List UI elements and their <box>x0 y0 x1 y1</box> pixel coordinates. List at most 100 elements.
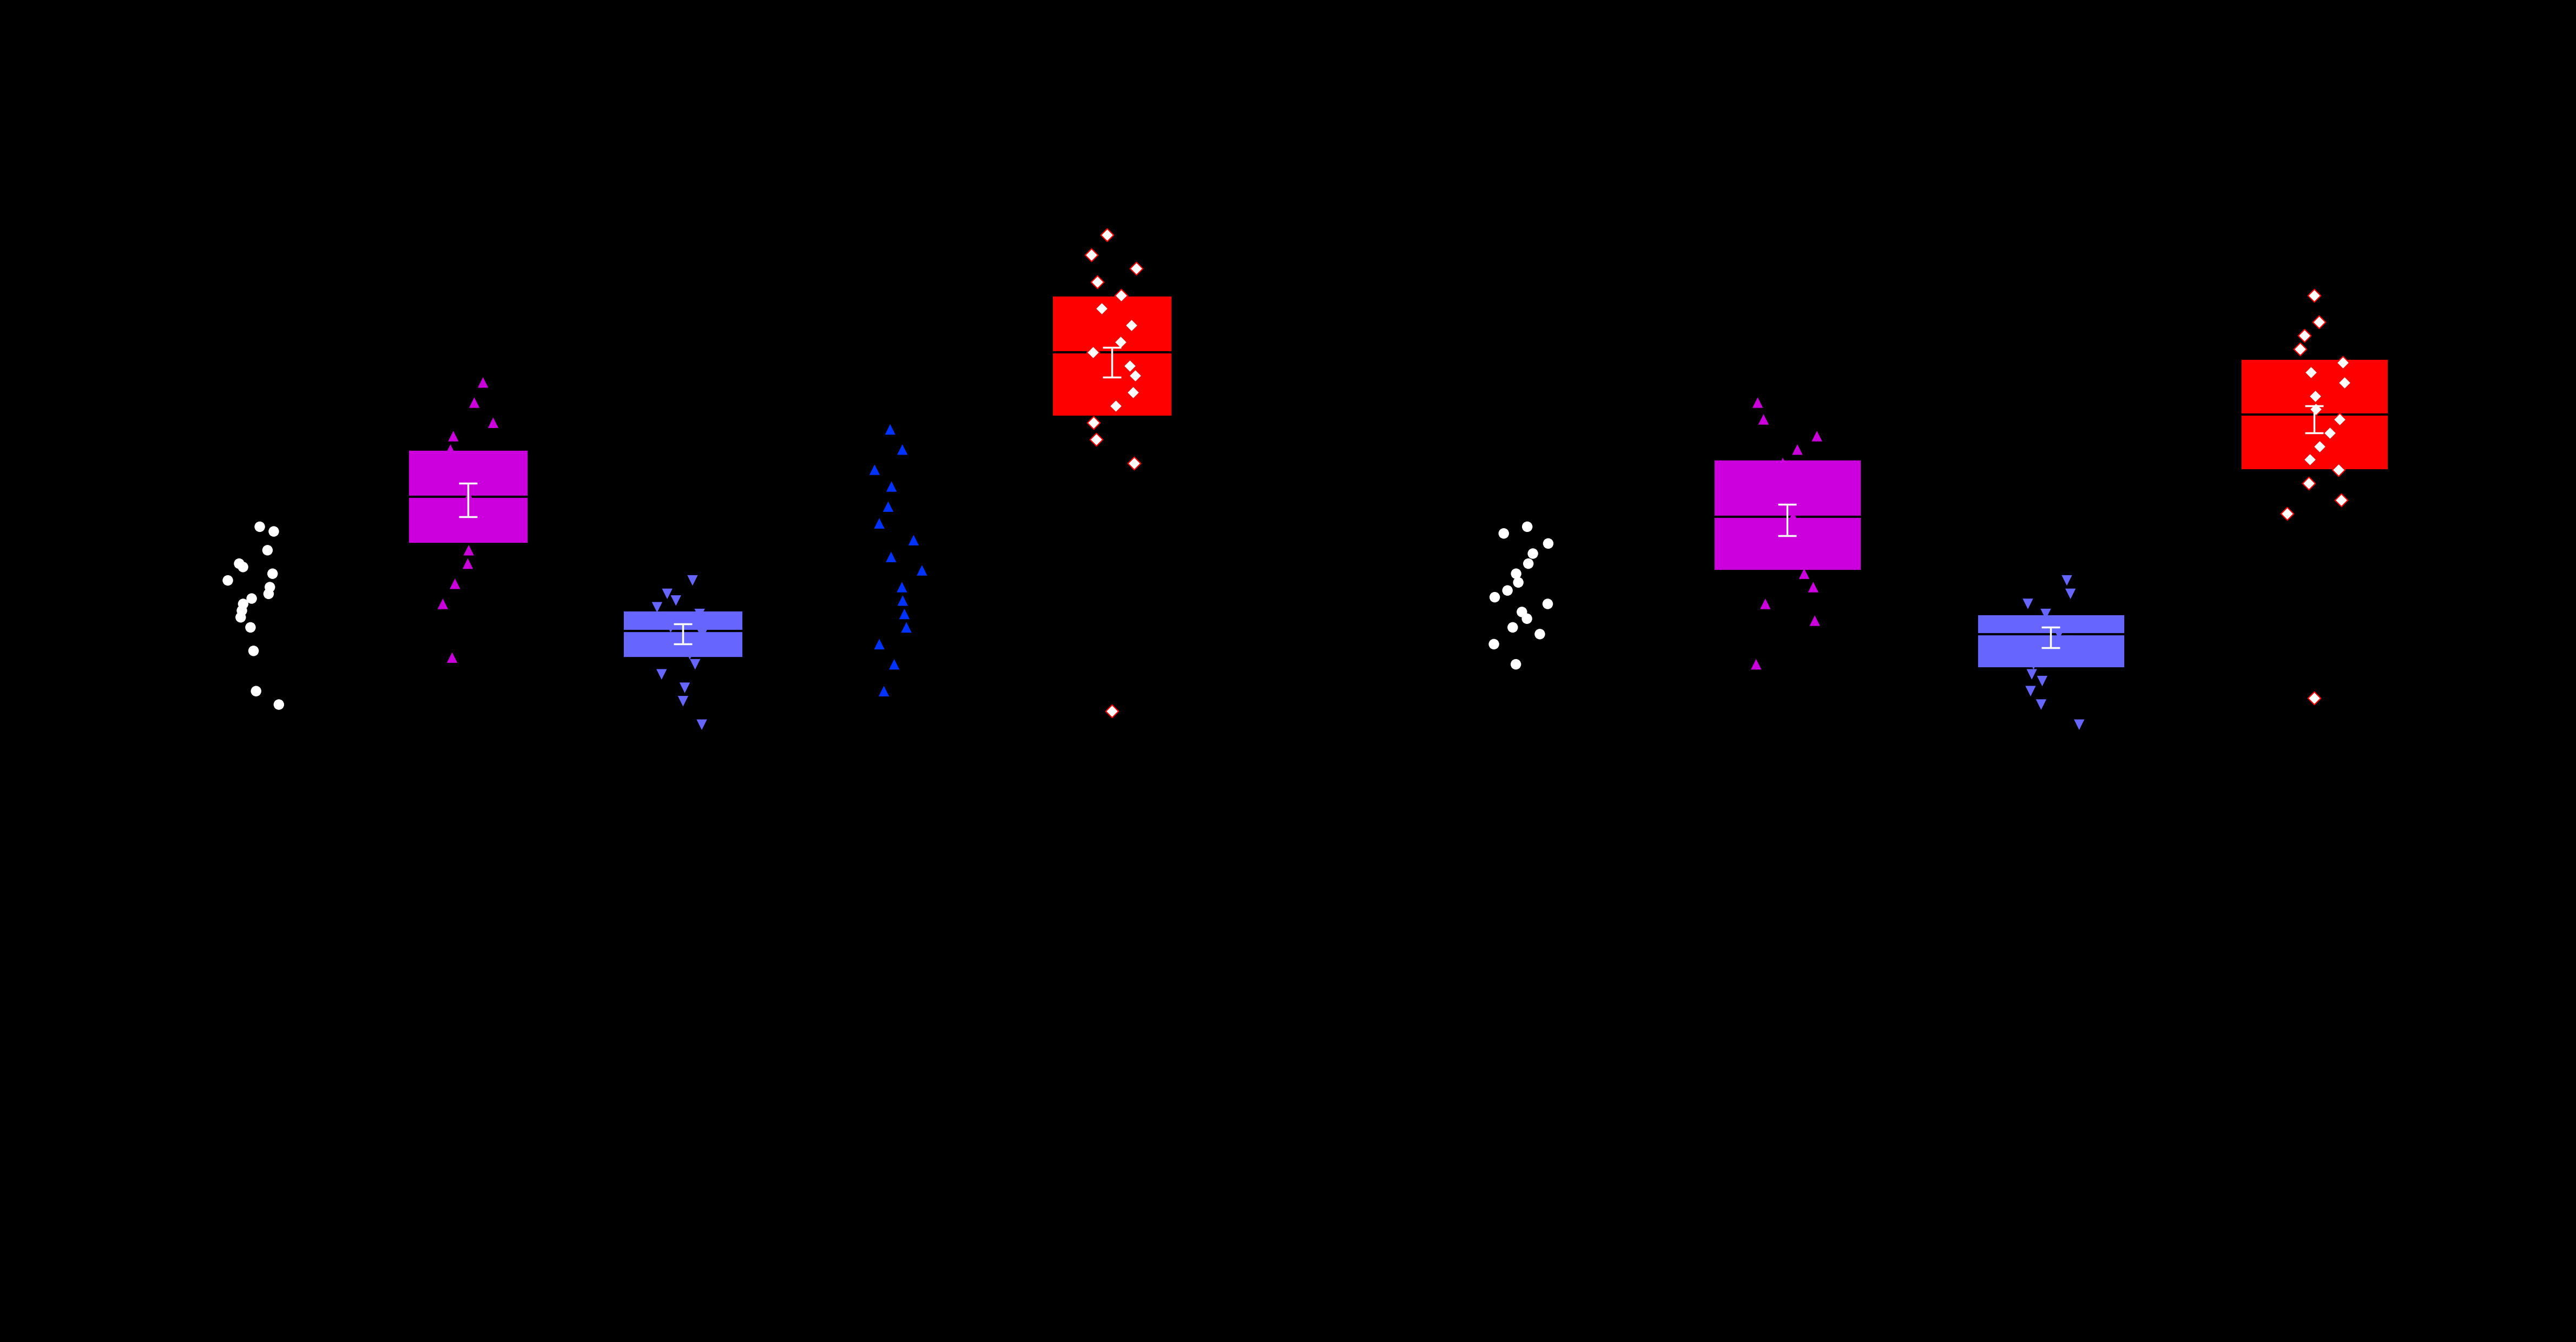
Point <box>422 472 464 494</box>
Point <box>2293 687 2334 709</box>
Point <box>1497 562 1538 584</box>
Point <box>649 616 690 637</box>
Point <box>1115 365 1157 386</box>
Point <box>2308 421 2349 443</box>
Point <box>1507 553 1548 574</box>
Point <box>871 546 912 568</box>
Point <box>1744 408 1785 429</box>
Point <box>881 439 922 460</box>
Point <box>433 647 474 668</box>
Point <box>1082 298 1123 319</box>
Point <box>2318 459 2360 480</box>
Point <box>672 569 714 590</box>
Point <box>1736 654 1777 675</box>
Point <box>1077 271 1118 293</box>
Point <box>680 714 721 735</box>
Point <box>863 680 904 702</box>
Point <box>2009 680 2050 702</box>
Point <box>1072 244 1113 266</box>
Point <box>1767 466 1808 487</box>
Point <box>2020 694 2061 715</box>
Point <box>2295 399 2336 420</box>
Point <box>1736 392 1777 413</box>
Point <box>1777 439 1819 460</box>
Point <box>430 439 471 460</box>
Bar <box>623 611 742 658</box>
Point <box>2022 670 2063 692</box>
Point <box>1092 701 1133 722</box>
Point <box>252 521 294 542</box>
Point <box>2007 593 2048 615</box>
Point <box>433 425 474 447</box>
Point <box>1520 623 1561 646</box>
Point <box>2045 569 2087 590</box>
Point <box>1793 577 1834 599</box>
Point <box>2038 623 2079 646</box>
Point <box>670 644 711 666</box>
Point <box>683 623 724 646</box>
Point <box>435 573 477 595</box>
Point <box>1100 331 1141 353</box>
Point <box>2295 385 2336 407</box>
Point <box>240 515 281 537</box>
Point <box>2050 582 2092 604</box>
Point <box>1744 593 1785 615</box>
Point <box>894 529 935 550</box>
Point <box>902 560 943 581</box>
Point <box>2282 325 2324 346</box>
Point <box>881 590 922 612</box>
Point <box>1507 608 1548 629</box>
Point <box>1473 633 1515 655</box>
Point <box>1113 452 1154 474</box>
Point <box>636 596 677 617</box>
Point <box>2324 372 2365 393</box>
Point <box>1486 580 1528 601</box>
Point <box>1772 506 1814 527</box>
Bar <box>407 450 528 544</box>
Point <box>1115 258 1157 279</box>
Point <box>1095 395 1136 416</box>
Point <box>469 509 510 530</box>
Point <box>448 539 489 561</box>
Point <box>1473 586 1515 608</box>
Point <box>258 694 299 715</box>
Point <box>206 569 247 590</box>
Point <box>2012 654 2053 675</box>
Point <box>250 577 291 599</box>
Point <box>881 577 922 599</box>
Point <box>1999 616 2040 637</box>
Point <box>1795 425 1837 447</box>
Point <box>855 459 896 480</box>
Bar <box>1713 459 1860 570</box>
Point <box>232 640 273 662</box>
Point <box>453 392 495 413</box>
Point <box>422 593 464 615</box>
Point <box>471 412 513 433</box>
Point <box>662 629 703 651</box>
Point <box>1077 428 1118 450</box>
Point <box>2050 609 2092 632</box>
Point <box>1497 572 1538 593</box>
Point <box>2290 448 2331 470</box>
Point <box>858 633 899 655</box>
Point <box>868 495 909 517</box>
Point <box>229 616 270 637</box>
Point <box>1767 546 1808 568</box>
Point <box>1512 542 1553 564</box>
Point <box>222 593 263 615</box>
Point <box>2318 408 2360 429</box>
Point <box>234 680 276 702</box>
Point <box>232 588 273 609</box>
Point <box>1113 381 1154 403</box>
Point <box>1783 562 1824 584</box>
Point <box>871 476 912 498</box>
Point <box>1757 533 1798 554</box>
Point <box>2045 644 2087 666</box>
Point <box>1110 354 1151 376</box>
Point <box>680 636 721 658</box>
Point <box>2287 472 2329 494</box>
Point <box>1484 522 1525 545</box>
Point <box>886 616 927 637</box>
Point <box>425 459 466 480</box>
Point <box>1757 493 1798 514</box>
